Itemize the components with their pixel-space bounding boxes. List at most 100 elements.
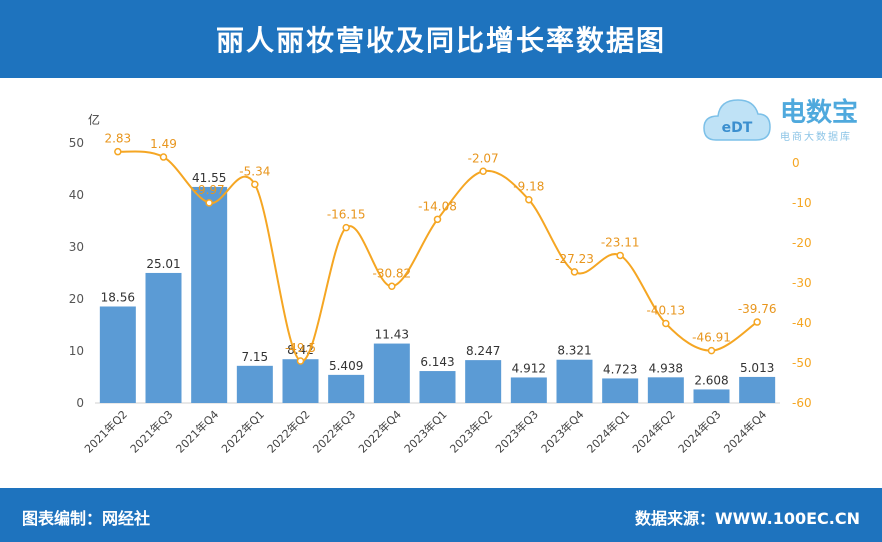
growth-rate-point — [616, 251, 624, 260]
growth-rate-label: -30.82 — [372, 266, 411, 280]
x-tick-label: 2022年Q3 — [310, 407, 359, 456]
growth-rate-point — [159, 153, 168, 161]
growth-rate-point — [525, 195, 533, 204]
right-tick-label: -30 — [792, 276, 812, 290]
x-tick-label: 2024年Q4 — [721, 407, 770, 456]
x-tick-label: 2022年Q1 — [218, 407, 267, 456]
bar-value-label: 4.912 — [512, 361, 546, 375]
logo-subtitle: 电商大数据库 — [780, 132, 852, 143]
growth-rate-line — [117, 150, 758, 363]
bar-value-label: 18.56 — [101, 290, 135, 304]
right-tick-label: -10 — [792, 196, 812, 210]
brand-logo: eDT 电数宝 电商大数据库 — [700, 88, 870, 158]
bar-value-label: 2.608 — [694, 373, 728, 387]
x-tick-label: 2023年Q1 — [401, 407, 450, 456]
left-tick-label: 50 — [69, 136, 84, 150]
growth-rate-point — [433, 215, 442, 224]
growth-rate-label: -46.91 — [692, 331, 731, 345]
bar-revenue — [739, 376, 776, 403]
bar-revenue — [693, 389, 730, 403]
bar-value-label: 4.938 — [649, 361, 683, 375]
bar-value-label: 5.013 — [740, 361, 774, 375]
growth-rate-label: -23.11 — [601, 235, 640, 249]
bar-value-label: 8.42 — [287, 343, 314, 357]
bar-revenue — [602, 378, 639, 403]
bar-revenue — [145, 272, 182, 403]
logo-mark: eDT — [722, 120, 753, 136]
x-tick-label: 2022年Q2 — [264, 407, 313, 456]
growth-rate-label: -40.13 — [646, 304, 685, 318]
growth-rate-point — [707, 346, 716, 355]
growth-rate-label: -39.76 — [738, 302, 777, 316]
left-tick-label: 0 — [76, 396, 84, 410]
footer-banner: 图表编制：网经社 数据来源：WWW.100EC.CN — [0, 488, 882, 542]
growth-rate-point — [342, 223, 350, 232]
bar-revenue — [236, 365, 273, 403]
x-tick-label: 2024年Q1 — [584, 407, 633, 456]
footer-credit: 图表编制：网经社 — [22, 509, 151, 528]
left-tick-label: 10 — [69, 344, 84, 358]
bar-revenue — [282, 359, 319, 403]
growth-rate-label: -9.97 — [194, 183, 225, 197]
bar-revenue — [328, 374, 365, 403]
right-tick-label: -20 — [792, 236, 812, 250]
x-tick-label: 2021年Q2 — [81, 407, 130, 456]
growth-rate-label: -14.08 — [418, 199, 457, 213]
x-tick-label: 2021年Q3 — [127, 407, 176, 456]
bar-revenue — [510, 377, 547, 403]
cloud-logo-icon: eDT — [703, 99, 771, 141]
x-tick-label: 2022年Q4 — [355, 407, 404, 456]
title-banner: 丽人丽妆营收及同比增长率数据图 — [0, 0, 882, 78]
left-tick-label: 20 — [69, 292, 84, 306]
bar-revenue — [99, 306, 136, 403]
bar-value-label: 25.01 — [146, 257, 180, 271]
growth-rate-point — [251, 180, 259, 189]
bar-value-label: 7.15 — [241, 350, 268, 364]
growth-rate-label: -2.07 — [468, 151, 499, 165]
growth-rate-label: 2.83 — [104, 132, 131, 146]
right-tick-label: -50 — [792, 356, 812, 370]
x-tick-label: 2024年Q2 — [629, 407, 678, 456]
bar-value-label: 8.247 — [466, 344, 500, 358]
x-tick-label: 2024年Q3 — [675, 407, 724, 456]
growth-rate-point — [570, 268, 579, 276]
chart-title: 丽人丽妆营收及同比增长率数据图 — [215, 24, 666, 57]
right-tick-label: -40 — [792, 316, 812, 330]
bar-value-label: 11.43 — [375, 328, 409, 342]
growth-rate-point — [388, 282, 396, 291]
bar-revenue — [191, 186, 228, 403]
growth-rate-point — [753, 318, 761, 326]
growth-rate-point — [296, 357, 305, 365]
x-tick-label: 2023年Q3 — [492, 407, 541, 456]
x-tick-label: 2021年Q4 — [173, 407, 222, 456]
growth-rate-label: -49.5 — [285, 341, 316, 355]
growth-rate-point — [114, 147, 122, 156]
growth-rate-point — [205, 199, 213, 207]
growth-rate-label: -9.18 — [513, 180, 544, 194]
bar-value-label: 8.321 — [557, 344, 591, 358]
footer-source: 数据来源：WWW.100EC.CN — [634, 509, 860, 528]
right-tick-label: -60 — [792, 396, 812, 410]
growth-rate-label: -5.34 — [239, 164, 270, 178]
growth-rate-label: -16.15 — [327, 208, 366, 222]
left-tick-label: 30 — [69, 240, 84, 254]
chart-area: 亿 0 10 20 30 40 50 0 -10 -20 -30 -40 -50 -60 18.56 25.0… — [0, 78, 882, 488]
growth-rate-label: -27.23 — [555, 252, 594, 266]
growth-rate-point — [479, 167, 487, 176]
bar-value-label: 6.143 — [420, 355, 454, 369]
growth-rate-label: 1.49 — [150, 137, 177, 151]
bar-revenue — [647, 377, 684, 403]
bar-revenue — [419, 371, 456, 403]
x-tick-label: 2023年Q2 — [447, 407, 496, 456]
combo-chart: 亿 0 10 20 30 40 50 0 -10 -20 -30 -40 -50 -60 18.56 25.0… — [69, 112, 812, 456]
x-tick-label: 2023年Q4 — [538, 407, 587, 456]
left-axis-unit: 亿 — [88, 112, 100, 127]
bar-revenue — [465, 360, 502, 403]
bar-value-label: 5.409 — [329, 359, 363, 373]
bar-value-label: 41.55 — [192, 171, 226, 185]
logo-brand: 电数宝 — [780, 98, 859, 128]
bar-value-label: 4.723 — [603, 362, 637, 376]
left-tick-label: 40 — [69, 188, 84, 202]
bar-revenue — [556, 359, 593, 403]
growth-rate-point — [662, 319, 670, 328]
